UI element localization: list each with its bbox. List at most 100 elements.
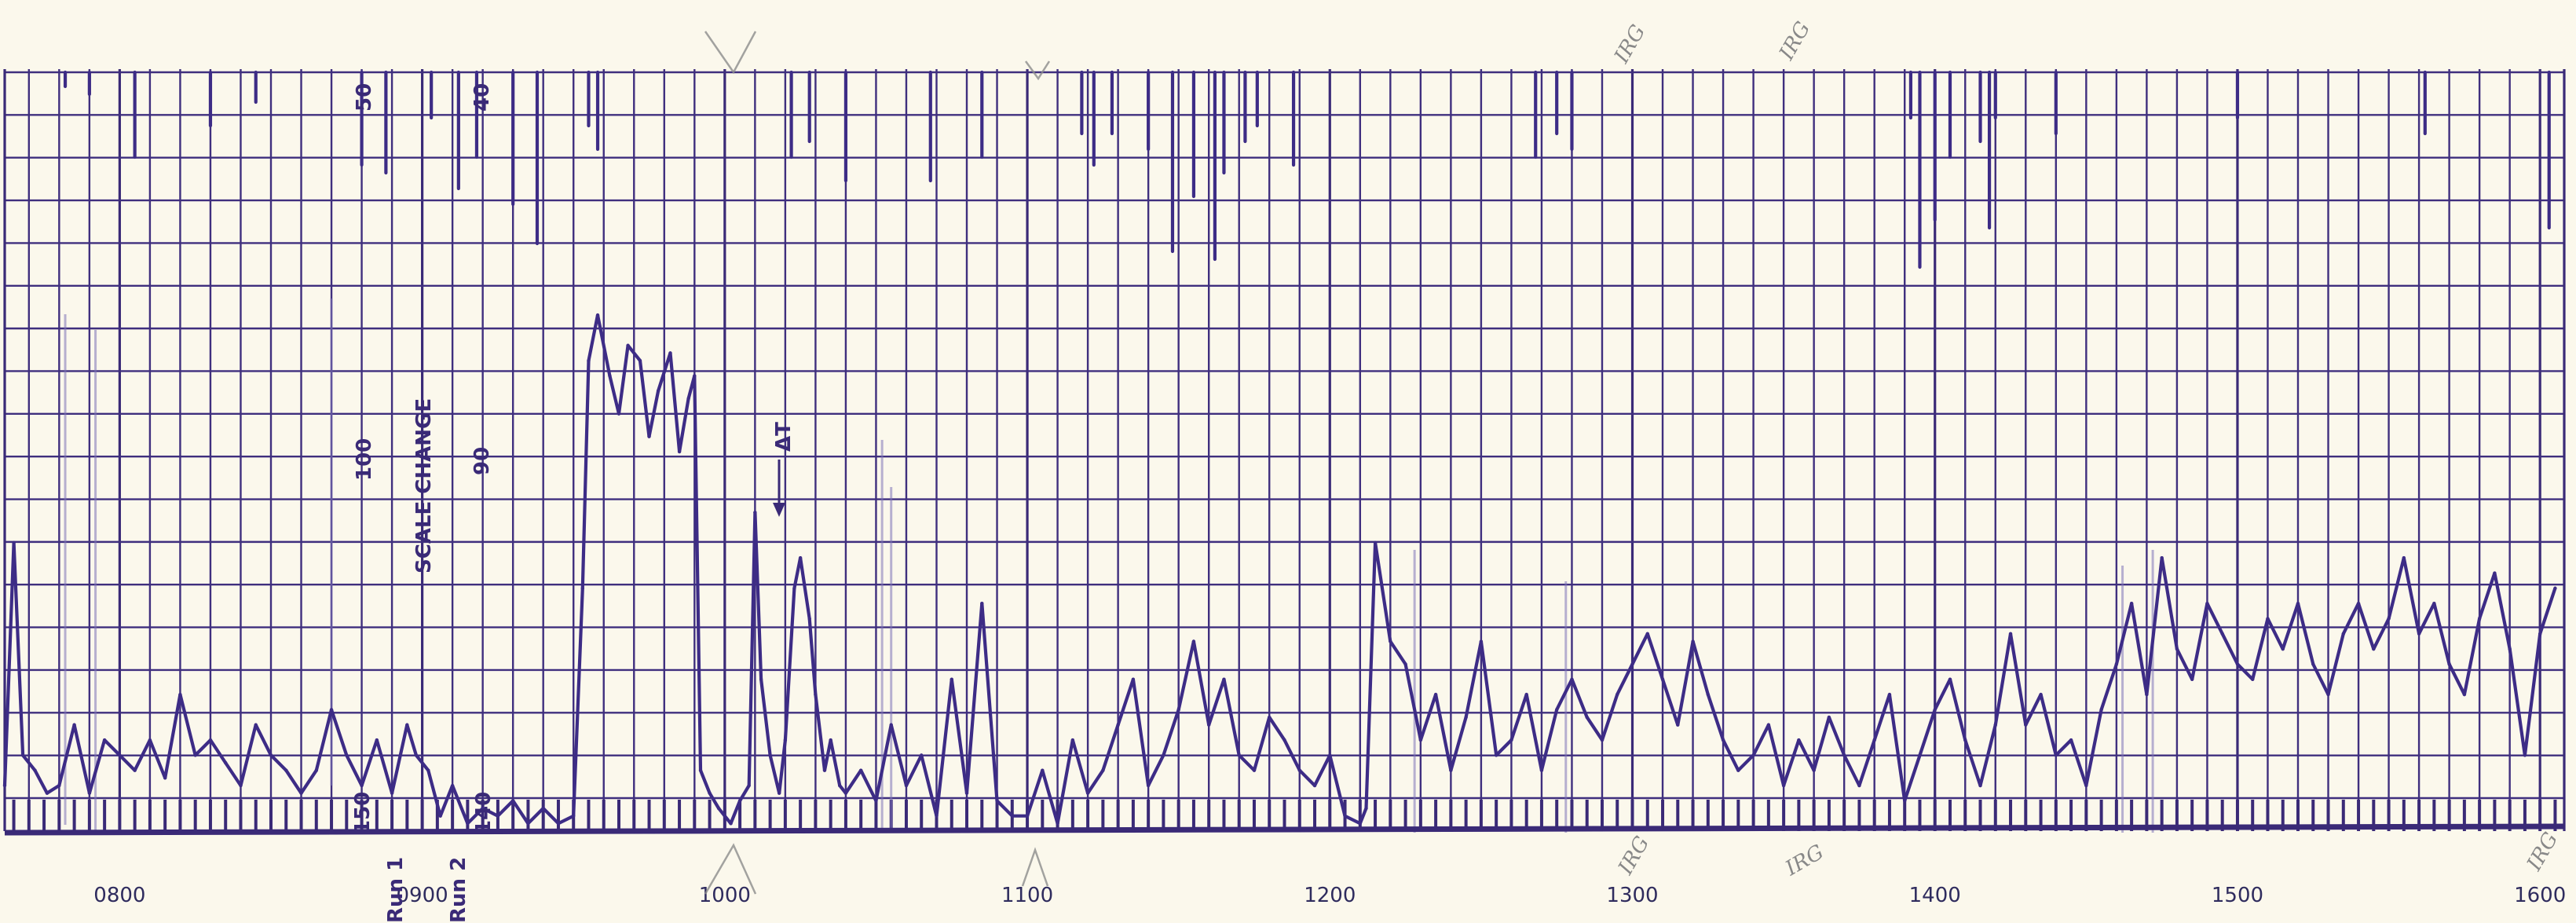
data-point bbox=[747, 783, 751, 788]
data-point bbox=[426, 768, 430, 772]
data-point bbox=[686, 397, 690, 401]
data-point bbox=[1418, 738, 1423, 742]
data-point bbox=[843, 791, 848, 795]
left-scale-top: 50 bbox=[353, 83, 376, 112]
data-point bbox=[980, 602, 984, 606]
data-point bbox=[33, 768, 37, 772]
data-point bbox=[1056, 822, 1059, 826]
pencil-chevron-bottom-1100 bbox=[1021, 847, 1049, 887]
data-point bbox=[723, 814, 727, 818]
data-point bbox=[1630, 662, 1634, 666]
data-point bbox=[1328, 753, 1332, 757]
data-point bbox=[1585, 715, 1589, 720]
data-point bbox=[822, 768, 827, 772]
data-point bbox=[950, 677, 953, 681]
data-point bbox=[1041, 768, 1045, 772]
data-point bbox=[1963, 738, 1967, 742]
x-tick-label: 0900 bbox=[397, 884, 448, 907]
data-point bbox=[1312, 783, 1317, 788]
data-point bbox=[269, 753, 273, 757]
right-scale-top: 40 bbox=[470, 83, 494, 112]
data-point bbox=[2084, 783, 2088, 788]
data-point bbox=[1252, 768, 1257, 772]
data-point bbox=[716, 806, 721, 811]
data-point bbox=[1085, 791, 1090, 795]
data-point bbox=[838, 783, 842, 788]
data-point bbox=[2538, 632, 2542, 636]
data-point bbox=[2447, 662, 2451, 666]
data-point bbox=[1645, 632, 1649, 636]
data-point bbox=[2462, 692, 2467, 697]
data-point bbox=[595, 313, 600, 317]
data-point bbox=[496, 814, 500, 818]
data-point bbox=[1812, 768, 1816, 772]
data-point bbox=[254, 723, 258, 727]
data-point bbox=[1343, 814, 1347, 818]
data-point bbox=[1283, 738, 1286, 742]
pencil-chevron-top-1100 bbox=[1024, 60, 1051, 81]
x-tick-label: 1200 bbox=[1304, 884, 1356, 907]
data-point bbox=[2235, 662, 2240, 666]
data-point bbox=[580, 586, 584, 591]
x-tick-label: 1100 bbox=[1001, 884, 1053, 907]
data-point bbox=[1766, 723, 1771, 727]
data-point bbox=[1494, 753, 1498, 757]
data-point bbox=[1222, 677, 1226, 681]
data-point bbox=[2493, 571, 2497, 575]
data-point bbox=[693, 374, 697, 378]
data-point bbox=[858, 768, 863, 772]
data-point bbox=[1751, 753, 1755, 757]
data-point bbox=[935, 814, 939, 818]
data-point bbox=[708, 791, 712, 795]
data-point bbox=[1993, 723, 1997, 727]
grid bbox=[3, 69, 2566, 831]
data-point bbox=[118, 753, 122, 757]
data-point bbox=[2251, 677, 2255, 681]
data-trace bbox=[2, 313, 2557, 826]
pencil-initials-bottom-2: IRG bbox=[1781, 841, 1828, 881]
data-point bbox=[798, 556, 803, 560]
data-point bbox=[466, 822, 470, 826]
data-point bbox=[2054, 753, 2058, 757]
data-point bbox=[1539, 768, 1544, 772]
data-point bbox=[2326, 692, 2330, 697]
data-point bbox=[1389, 639, 1392, 643]
data-point bbox=[239, 783, 243, 788]
data-point bbox=[360, 783, 364, 788]
data-point bbox=[1146, 783, 1151, 788]
series-line bbox=[2, 313, 2557, 826]
data-point bbox=[1691, 639, 1695, 643]
data-point bbox=[1479, 639, 1484, 643]
data-point bbox=[2311, 662, 2315, 666]
data-point bbox=[1781, 783, 1786, 788]
left-scale-bottom: 150 bbox=[351, 792, 375, 834]
data-point bbox=[1116, 723, 1120, 727]
data-point bbox=[375, 738, 379, 742]
data-point bbox=[2296, 602, 2300, 606]
data-point bbox=[1524, 692, 1528, 697]
data-point bbox=[224, 760, 228, 765]
data-point bbox=[904, 783, 909, 788]
data-point bbox=[1025, 814, 1030, 818]
pencil-initials-bottom-3: IRG bbox=[2523, 829, 2563, 876]
x-tick-labels: 0800 0900 1000 1100 1200 1300 1400 1500 1600 bbox=[93, 884, 2566, 907]
data-point bbox=[541, 806, 545, 811]
data-point bbox=[2024, 723, 2028, 727]
x-tick-label: 1500 bbox=[2212, 884, 2263, 907]
x-tick-label: 1400 bbox=[1909, 884, 1961, 907]
data-point bbox=[874, 799, 878, 803]
data-point bbox=[20, 753, 25, 757]
data-point bbox=[2175, 646, 2179, 651]
data-point bbox=[414, 753, 419, 757]
data-point bbox=[1433, 692, 1438, 697]
data-point bbox=[920, 753, 924, 757]
data-point bbox=[2205, 602, 2209, 606]
data-point bbox=[284, 768, 288, 772]
data-point bbox=[2099, 708, 2103, 712]
data-point bbox=[2, 783, 7, 788]
data-point bbox=[1449, 768, 1453, 772]
data-point bbox=[1857, 783, 1861, 788]
data-point bbox=[608, 374, 612, 378]
data-point bbox=[1797, 738, 1801, 742]
